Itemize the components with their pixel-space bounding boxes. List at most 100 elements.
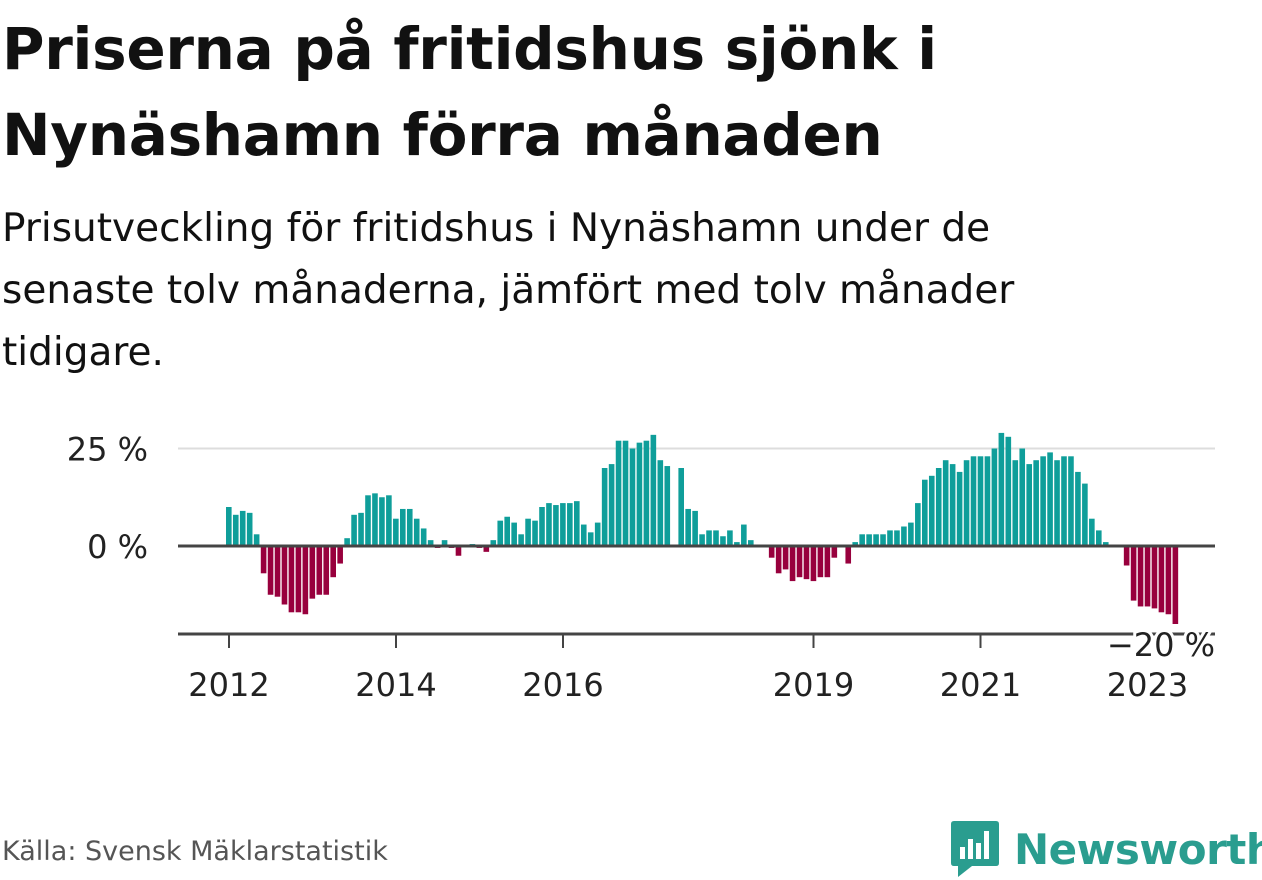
bar [386, 495, 392, 546]
bar [601, 468, 608, 546]
bar [873, 534, 879, 546]
bar [406, 508, 413, 546]
bar [525, 518, 531, 546]
bar [1102, 542, 1109, 546]
chart-title: Priserna på fritidshus sjönk i Nynäshamn… [2, 15, 937, 169]
x-tick-label: 2012 [188, 666, 269, 704]
bar [692, 510, 698, 546]
bar [1096, 530, 1102, 546]
bar [427, 540, 434, 546]
bars [226, 432, 1179, 624]
bar [810, 546, 817, 582]
bar [518, 534, 524, 546]
bar [984, 456, 991, 546]
bar [393, 518, 399, 546]
chart-subtitle: Prisutveckling för fritidshus i Nynäsham… [2, 206, 1015, 375]
bar [991, 448, 998, 546]
bar [539, 507, 545, 546]
bar [532, 520, 538, 546]
bar [831, 546, 838, 558]
bar [894, 530, 900, 546]
bar [281, 546, 288, 605]
bar [643, 440, 650, 546]
bar [942, 460, 949, 546]
bar [1033, 460, 1039, 546]
bar [977, 456, 984, 546]
bar [845, 546, 852, 564]
bar [817, 546, 824, 578]
bar [622, 440, 629, 546]
newsworthy-logo-icon [951, 821, 999, 877]
bar [803, 546, 810, 580]
bar [1172, 546, 1179, 624]
bar [344, 538, 350, 546]
bar [741, 524, 747, 546]
bar [1061, 456, 1067, 546]
bar [796, 546, 803, 578]
bar [1089, 518, 1095, 546]
bar [594, 522, 601, 546]
bar [1047, 452, 1053, 546]
bar [274, 546, 281, 597]
bar [246, 512, 253, 546]
bar [908, 522, 914, 546]
x-tick-labels: 2012 2014 2016 2019 2021 2023 [188, 666, 1188, 704]
bar [504, 516, 510, 546]
bar [309, 546, 316, 599]
bar [587, 532, 594, 546]
bar [734, 542, 740, 546]
bar [288, 546, 295, 613]
bar [782, 546, 789, 570]
x-tick-label: 2021 [940, 666, 1021, 704]
bar [727, 530, 733, 546]
bar [260, 546, 267, 574]
bar [302, 546, 309, 615]
bar [267, 546, 274, 595]
bar [720, 536, 726, 546]
bar [490, 540, 497, 546]
bar [859, 534, 865, 546]
bar [998, 432, 1005, 546]
bar [483, 546, 490, 552]
bar [420, 528, 427, 546]
bar [887, 530, 893, 546]
bar [970, 456, 977, 546]
bar [295, 546, 302, 613]
bar [629, 448, 636, 546]
bar [650, 434, 657, 546]
bar [553, 505, 559, 546]
bar [901, 526, 907, 546]
bar [1012, 460, 1019, 546]
bar [400, 508, 406, 546]
axes [178, 544, 1215, 648]
bar [1123, 546, 1130, 566]
bar [789, 546, 796, 582]
x-tick-label: 2023 [1107, 666, 1188, 704]
bar [1144, 546, 1151, 607]
bar [1158, 546, 1165, 613]
bar [358, 512, 364, 546]
bar [664, 466, 671, 546]
bar [546, 503, 552, 546]
bar [316, 546, 323, 595]
bar [511, 522, 517, 546]
x-tick-label: 2014 [355, 666, 436, 704]
bar [935, 468, 942, 546]
newsworthy-logo-text: Newsworthy [1014, 824, 1262, 874]
bar [1075, 471, 1081, 546]
bar [574, 501, 580, 546]
y-tick-label: 25 % [67, 431, 148, 469]
bar [685, 508, 691, 546]
bar [497, 520, 504, 546]
bar [226, 507, 232, 546]
bar [608, 464, 615, 546]
bar [351, 514, 357, 546]
bar [1151, 546, 1158, 609]
bar [323, 546, 330, 595]
bar [372, 493, 378, 546]
bar [337, 546, 343, 564]
bar [239, 510, 246, 546]
bar [1082, 483, 1088, 546]
newsworthy-logo[interactable]: Newsworthy [950, 818, 1262, 880]
bar [1019, 448, 1026, 546]
